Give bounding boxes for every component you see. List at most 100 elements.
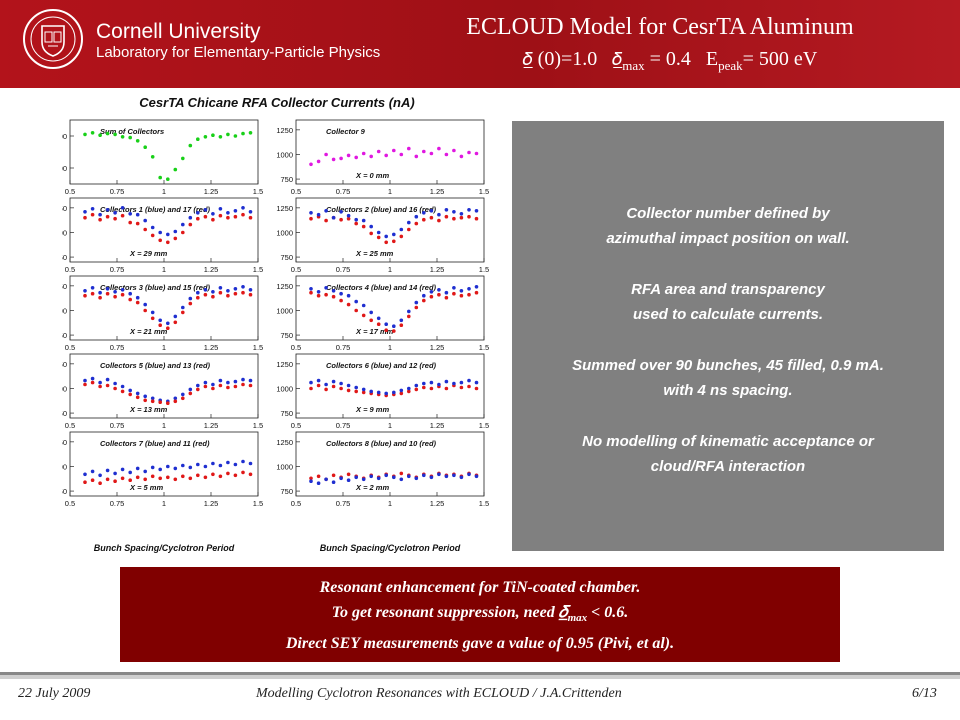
info-box: Collector number defined by azimuthal imp… [512,121,944,551]
data-point [83,210,87,214]
data-point [98,217,102,222]
data-point [90,212,95,217]
y-tick-label: 750 [280,487,293,496]
data-point [361,218,366,223]
data-point [392,390,396,395]
data-point [369,318,374,323]
subtitle-e-letter: E [705,48,719,70]
data-point [339,291,343,296]
panel-label: Collectors 5 (blue) and 13 (red) [100,361,211,370]
x-tick-label: 0.75 [336,499,351,508]
data-point [444,379,449,384]
info-line: azimuthal impact position on wall. [606,230,850,247]
data-point [150,233,155,238]
data-point [173,229,178,234]
data-point [369,154,374,159]
data-point [188,476,193,481]
data-point [248,378,253,383]
data-point [150,316,155,321]
data-point [166,177,170,181]
data-point [83,293,87,298]
y-tick-label: 1250 [276,126,293,135]
data-point [407,314,411,319]
data-point [241,459,245,464]
plot-panel: 1250 1000 750 0.5 0.75 1 1.25 1.5 Collectors 8 (… [276,431,489,508]
panel-label: Collectors 8 (blue) and 10 (red) [326,439,437,448]
x-tick-label: 1.25 [430,421,445,430]
data-point [414,221,419,226]
data-point [248,131,253,135]
data-point [339,381,343,386]
panel-xpos-label: X = 29 mm [129,249,168,258]
x-tick-label: 1 [388,499,392,508]
data-point [437,472,441,477]
y-tick-label: 1250 [276,360,293,369]
data-point [407,146,411,151]
data-point [211,461,215,466]
x-tick-label: 0.75 [110,343,125,352]
data-point [452,216,456,221]
data-point [399,391,404,396]
conclusion-line1: Resonant enhancement for TiN-coated cham… [319,579,641,596]
y-tick-label: 1000 [276,150,293,159]
slide-subtitle: 𝛿̲ (0)=1.0 𝛿̲max = 0.4 Epeak= 500 eV [455,48,885,74]
data-point [384,153,389,158]
data-point [429,151,434,156]
data-point [203,214,208,219]
data-point [120,213,125,218]
x-tick-label: 0.5 [65,343,75,352]
data-point [241,131,245,136]
data-point [384,473,389,478]
data-point [90,478,95,483]
data-point [459,385,464,390]
data-point [376,322,381,326]
data-point [135,139,140,143]
data-point [339,210,343,214]
x-tick-label: 1.25 [204,187,219,196]
x-tick-label: 1.5 [479,265,489,274]
data-point [188,465,193,470]
x-tick-label: 0.5 [65,421,75,430]
data-point [135,212,140,217]
data-point [376,235,381,240]
data-point [474,386,479,391]
data-point [203,384,208,389]
subtitle-part1: (0)=1.0 [537,48,598,70]
data-point [422,217,426,222]
data-point [437,212,441,217]
data-point [158,476,162,481]
data-point [150,465,155,470]
data-point [150,155,155,159]
data-point [218,207,223,211]
data-point [316,159,321,164]
x-tick-label: 1 [162,343,166,352]
data-point [241,290,245,295]
x-tick-label: 1 [388,187,392,196]
plot-panel: 1250 1000 750 0.5 0.75 1 1.25 1.5 Collectors 3 (… [62,275,263,352]
data-point [181,463,185,468]
header-banner: Cornell University Laboratory for Elemen… [0,0,960,88]
x-tick-label: 0.75 [336,343,351,352]
info-line: with 4 ns spacing. [663,382,793,399]
data-point [376,230,381,235]
data-point [399,477,404,482]
cornell-seal-logo [23,9,83,69]
data-point [437,288,441,292]
data-point [354,217,359,222]
data-point [324,387,328,392]
data-point [399,227,404,232]
x-tick-label: 1 [162,499,166,508]
data-point [407,227,411,232]
data-point [248,383,253,388]
data-point [422,149,426,154]
plot-panel: 1250 1000 750 0.5 0.75 1 1.25 1.5 Collectors 5 (… [62,353,263,430]
data-point [309,287,313,291]
y-tick-label: 750 [280,409,293,418]
data-point [135,466,140,471]
y-tick-label: 1250 [276,282,293,291]
data-point [407,309,411,314]
x-tick-label: 1.25 [204,265,219,274]
data-point [226,460,230,465]
data-point [203,380,208,385]
plot-panel: 1250 1000 750 0.5 0.75 1 1.25 1.5 Collectors 4 (… [276,275,489,352]
